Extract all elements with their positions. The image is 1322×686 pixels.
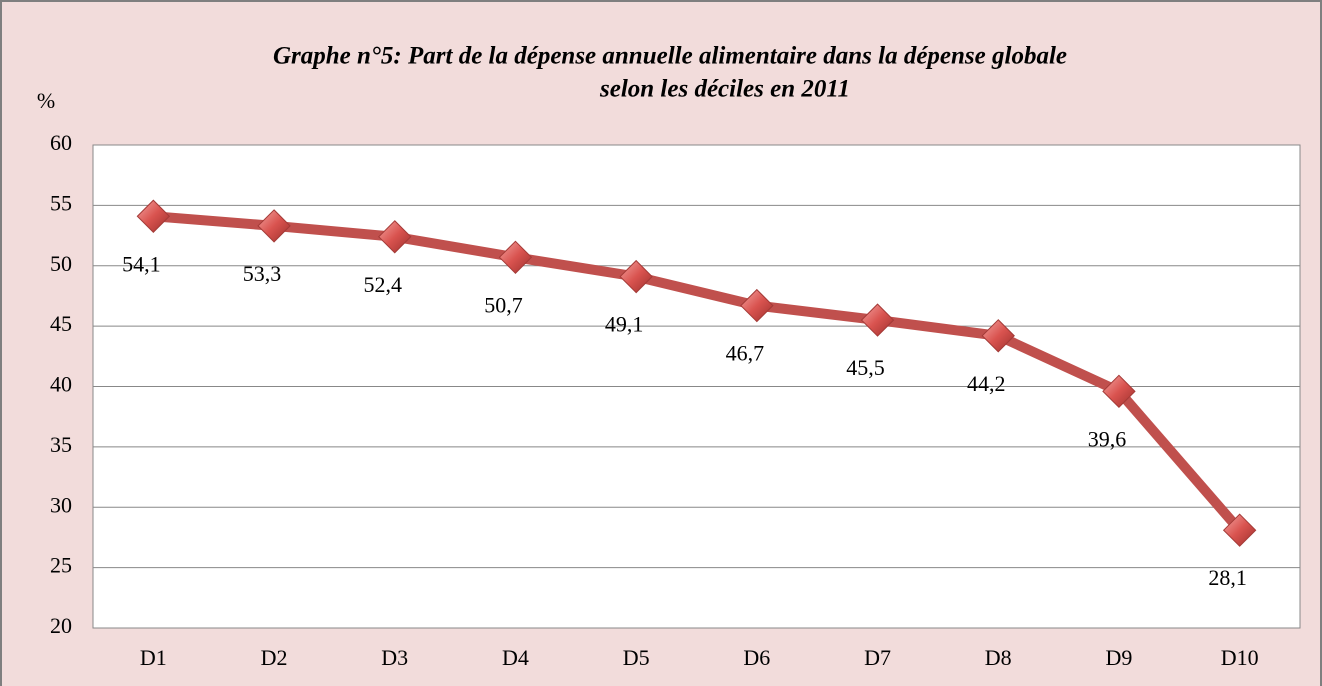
y-tick-label: 20 (50, 613, 72, 638)
x-tick-label: D3 (381, 645, 408, 670)
data-label: 45,5 (846, 355, 885, 380)
y-tick-label: 35 (50, 432, 72, 457)
y-tick-label: 60 (50, 130, 72, 155)
x-tick-label: D2 (261, 645, 288, 670)
chart-title: selon les déciles en 2011 (599, 76, 850, 103)
data-label: 53,3 (243, 261, 282, 286)
y-tick-label: 55 (50, 190, 72, 215)
data-label: 28,1 (1208, 565, 1247, 590)
marker (378, 220, 412, 254)
marker (257, 209, 291, 243)
x-tick-label: D10 (1221, 645, 1259, 670)
marker (981, 319, 1015, 353)
x-tick-label: D8 (985, 645, 1012, 670)
y-tick-label: 30 (50, 492, 72, 517)
y-tick-label: 45 (50, 311, 72, 336)
series-line (148, 211, 1245, 536)
data-label: 49,1 (605, 312, 644, 337)
y-tick-label: 50 (50, 251, 72, 276)
marker (498, 240, 533, 275)
marker (1222, 513, 1257, 547)
marker (619, 259, 653, 294)
y-tick-label: 25 (50, 553, 72, 578)
data-label: 39,6 (1088, 426, 1127, 451)
y-axis-label: % (37, 88, 55, 113)
data-label: 54,1 (122, 251, 161, 276)
x-tick-label: D9 (1106, 645, 1133, 670)
x-tick-label: D1 (140, 645, 167, 670)
chart-title: Graphe n°5: Part de la dépense annuelle … (273, 43, 1067, 70)
x-tick-label: D4 (502, 645, 529, 670)
data-label: 52,4 (364, 272, 403, 297)
y-tick-label: 40 (50, 372, 72, 397)
data-label: 44,2 (967, 371, 1006, 396)
marker (1102, 374, 1136, 409)
data-label: 50,7 (484, 292, 523, 317)
marker (860, 303, 895, 337)
marker (136, 199, 171, 233)
x-tick-label: D5 (623, 645, 650, 670)
data-label: 46,7 (726, 341, 765, 366)
x-tick-label: D6 (743, 645, 770, 670)
x-tick-label: D7 (864, 645, 891, 670)
marker (740, 288, 774, 323)
